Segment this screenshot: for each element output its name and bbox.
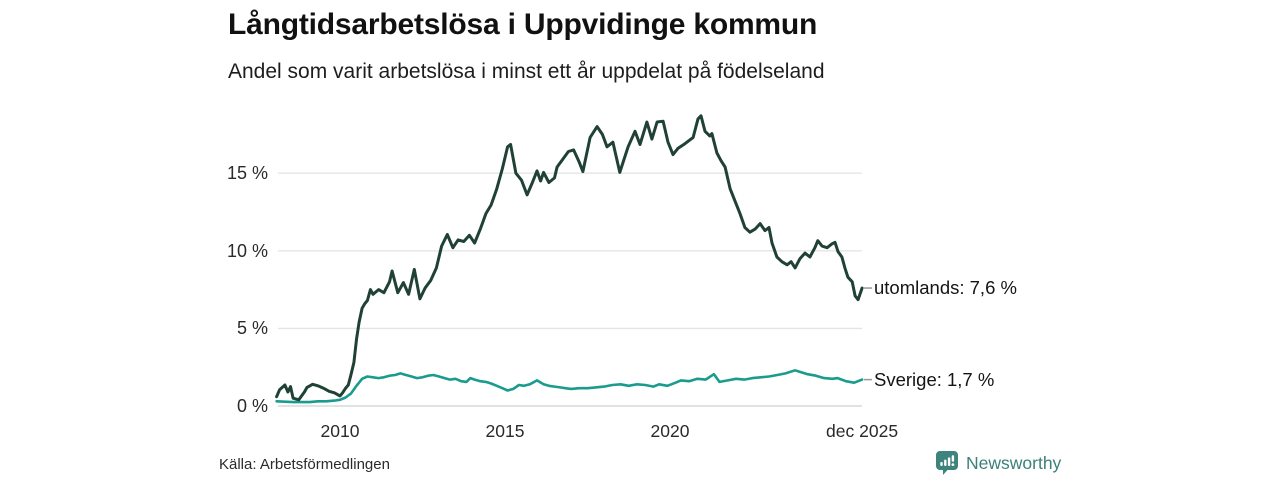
- y-axis-tick-label: 5 %: [236, 318, 268, 339]
- newsworthy-bubble-chart-icon: [936, 451, 958, 475]
- series-end-label-sverige: Sverige: 1,7 %: [874, 368, 995, 390]
- x-axis-tick-label: 2015: [485, 421, 525, 441]
- y-axis-tick-label: 10 %: [226, 240, 268, 261]
- source-note: Källa: Arbetsförmedlingen: [219, 456, 390, 473]
- y-axis-tick-label: 0 %: [236, 396, 268, 416]
- x-axis-tick-label: 2020: [650, 421, 690, 441]
- x-axis-tick-label: dec 2025: [826, 421, 899, 441]
- newsworthy-logo: Newsworthy: [936, 451, 1061, 475]
- brand-name: Newsworthy: [966, 452, 1062, 473]
- x-axis-tick-label: 2010: [320, 421, 360, 441]
- page-title: Långtidsarbetslösa i Uppvidinge kommun: [228, 8, 818, 41]
- y-axis-tick-label: 15 %: [226, 163, 268, 184]
- page-subtitle: Andel som varit arbetslösa i minst ett å…: [228, 60, 825, 83]
- series-end-label-utomlands: utomlands: 7,6 %: [874, 277, 1017, 299]
